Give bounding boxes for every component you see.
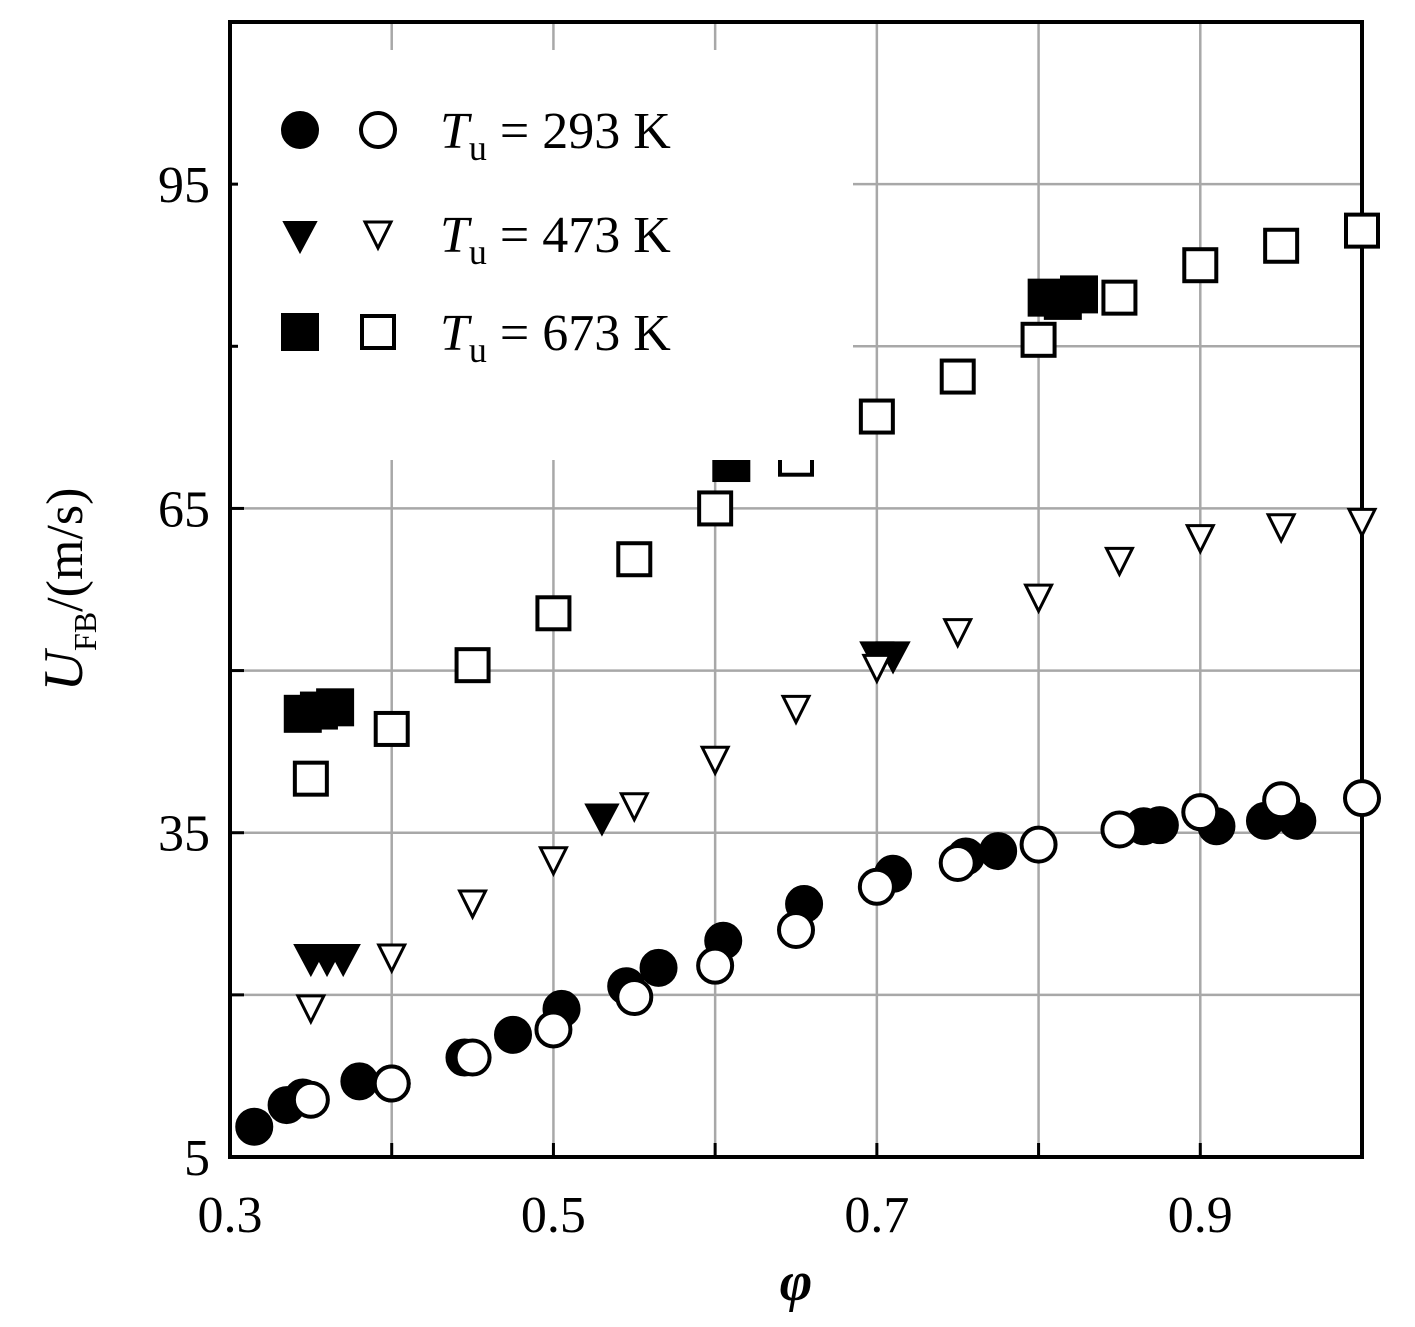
- x-tick-label: 0.5: [521, 1187, 586, 1244]
- circle-open-point: [534, 1010, 573, 1049]
- square-open-point: [1101, 279, 1138, 316]
- square-open-point: [454, 647, 491, 684]
- square-open-point: [939, 358, 976, 395]
- circle-open-point: [615, 978, 654, 1017]
- x-tick-label: 0.7: [844, 1187, 909, 1244]
- y-tick-label: 35: [158, 806, 210, 863]
- triangle-down-open-point: [1184, 524, 1216, 555]
- circle-open-point: [777, 911, 815, 949]
- square-open-point: [1020, 321, 1057, 358]
- circle-open-point: [1100, 810, 1139, 849]
- square-open-point: [1344, 212, 1380, 249]
- square-open-point: [1263, 227, 1300, 264]
- triangle-down-open-point: [538, 846, 569, 878]
- circle-filled-point: [235, 1107, 274, 1146]
- triangle-down-open-point: [376, 943, 408, 975]
- y-axis-title-main: U: [33, 647, 95, 691]
- circle-open-point: [1343, 779, 1381, 818]
- legend-label: Tu = 293 K: [440, 103, 671, 168]
- circle-filled-point: [494, 1015, 532, 1054]
- circle-filled-point: [639, 948, 678, 987]
- triangle-down-open-point: [780, 694, 812, 726]
- x-tick-label: 0.3: [198, 1187, 263, 1244]
- triangle-down-open-point: [1265, 513, 1297, 545]
- circle-open-point: [291, 1080, 330, 1119]
- y-axis-title: UFB/(m/s): [33, 488, 103, 692]
- circle-open-point: [1181, 793, 1220, 832]
- x-tick-label: 0.9: [1168, 1187, 1233, 1244]
- legend-triangle-down-filled-marker: [282, 221, 318, 255]
- circle-filled-point: [340, 1062, 379, 1101]
- triangle-down-open-point: [1023, 583, 1054, 615]
- circle-open-point: [857, 867, 896, 906]
- y-axis-title-unit: /(m/s): [37, 488, 94, 612]
- square-open-point: [697, 490, 734, 527]
- legend-label: Tu = 473 K: [440, 207, 671, 272]
- circle-filled-point: [979, 832, 1018, 871]
- legend-background: [238, 50, 853, 460]
- circle-open-point: [453, 1038, 492, 1077]
- circle-open-point: [938, 843, 977, 882]
- triangle-down-open-point: [618, 792, 650, 824]
- circle-open-point: [696, 946, 735, 985]
- y-axis-title-subscript: FB: [67, 612, 103, 651]
- triangle-down-open-point: [1346, 507, 1378, 539]
- square-open-point: [1182, 247, 1219, 284]
- circle-open-point: [1262, 781, 1301, 820]
- triangle-down-filled-point: [325, 944, 361, 978]
- legend-square-open-marker: [360, 314, 396, 350]
- square-filled-point: [316, 688, 355, 727]
- triangle-down-open-point: [457, 889, 488, 921]
- y-tick-label: 95: [158, 157, 210, 214]
- triangle-down-open-point: [295, 994, 327, 1026]
- legend-circle-filled-marker: [281, 111, 319, 149]
- legend-square-filled-marker: [281, 313, 319, 351]
- triangle-down-filled-point: [584, 803, 620, 837]
- plot-area-frame: [228, 20, 1364, 1159]
- axis-tick-labels: 0.3 0.5 0.7 0.9 5 35 65 95: [158, 157, 1233, 1244]
- circle-filled-point: [1140, 806, 1179, 845]
- legend: Tu = 293 K Tu = 473 K Tu = 673 K: [238, 50, 853, 460]
- triangle-down-open-point: [861, 653, 893, 685]
- circle-open-point: [1019, 825, 1058, 864]
- square-filled-point: [1060, 275, 1098, 314]
- triangle-down-open-point: [942, 618, 974, 650]
- y-tick-label: 65: [158, 481, 210, 538]
- circle-open-point: [372, 1064, 411, 1103]
- square-open-point: [292, 760, 329, 797]
- triangle-down-open-point: [699, 745, 731, 777]
- x-axis-title: φ: [780, 1251, 813, 1313]
- y-tick-label: 5: [184, 1130, 210, 1187]
- legend-triangle-down-open-marker: [362, 220, 394, 252]
- square-open-point: [858, 398, 895, 435]
- square-open-point: [616, 541, 653, 578]
- legend-circle-open-marker: [359, 111, 397, 149]
- axis-ticks: [228, 20, 1364, 1159]
- square-open-point: [373, 710, 410, 747]
- triangle-down-open-point: [1104, 546, 1135, 578]
- legend-label: Tu = 673 K: [440, 305, 671, 370]
- square-open-point: [535, 595, 572, 632]
